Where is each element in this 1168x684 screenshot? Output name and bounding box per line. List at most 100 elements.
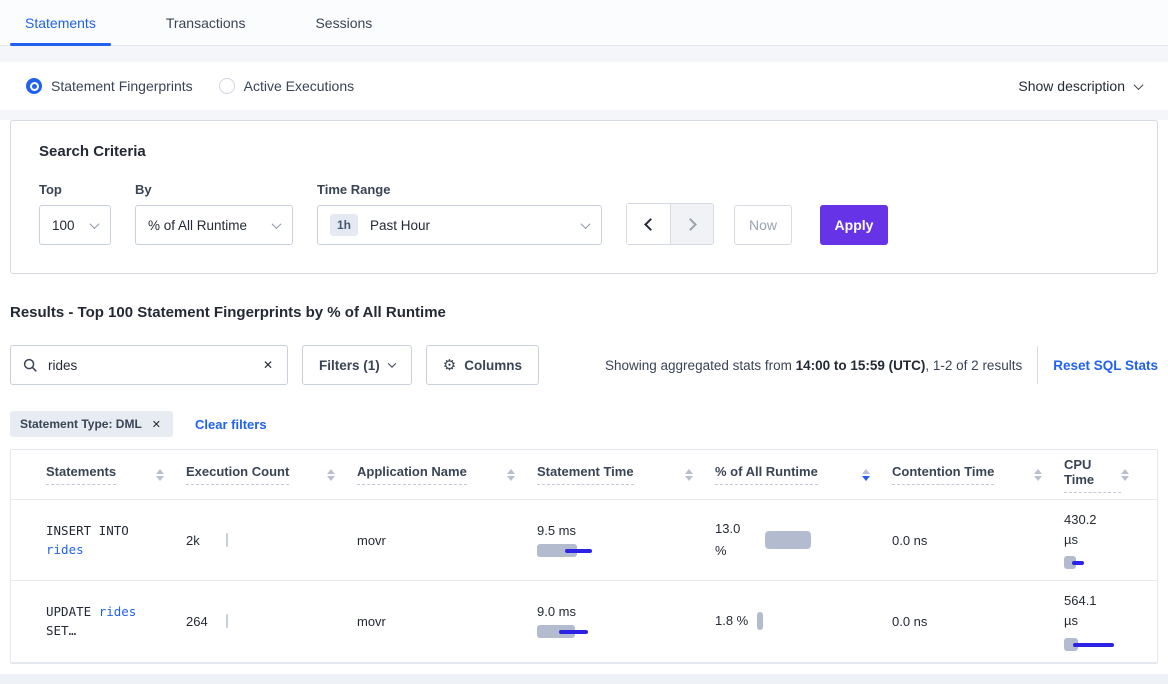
sort-icon[interactable] xyxy=(1034,468,1042,481)
tab-sessions[interactable]: Sessions xyxy=(300,0,387,45)
sort-icon-active-desc[interactable] xyxy=(862,468,870,481)
statement-fingerprint-link[interactable]: rides xyxy=(46,542,84,558)
execution-count-bar xyxy=(226,533,228,548)
radio-selected-icon xyxy=(26,78,42,94)
showing-stats-prefix: Showing aggregated stats from xyxy=(605,357,796,373)
results-controls: ✕ Filters (1) ⚙ Columns Showing aggregat… xyxy=(10,345,1158,385)
statement-search-box: ✕ xyxy=(10,345,288,385)
spacer xyxy=(0,110,1168,120)
column-header-statements[interactable]: Statements xyxy=(46,464,186,485)
table-row: INSERT INTO rides 2k movr 9.5 ms 13.0 % … xyxy=(11,500,1157,582)
sort-icon[interactable] xyxy=(507,468,515,481)
active-filters-row: Statement Type: DML ✕ Clear filters xyxy=(10,411,1158,437)
chevron-right-icon xyxy=(683,217,697,231)
top-select-value: 100 xyxy=(52,217,75,233)
show-description-toggle[interactable]: Show description xyxy=(1018,78,1144,94)
chevron-down-icon xyxy=(580,218,591,229)
time-window-arrows xyxy=(626,203,714,245)
statement-cell: UPDATE rides SET… xyxy=(46,602,162,641)
column-header-pct-all-runtime[interactable]: % of All Runtime xyxy=(715,464,892,485)
by-label: By xyxy=(135,182,152,197)
statement-time-cell: 9.5 ms xyxy=(537,523,715,558)
column-header-contention-time[interactable]: Contention Time xyxy=(892,464,1064,485)
page-bottom-strip xyxy=(0,673,1168,684)
statement-fingerprint-link[interactable]: rides xyxy=(98,604,137,620)
search-criteria-title: Search Criteria xyxy=(39,143,146,160)
time-range-label: Time Range xyxy=(317,182,391,197)
clear-filters-link[interactable]: Clear filters xyxy=(195,416,267,432)
columns-button-label: Columns xyxy=(464,357,522,373)
sort-icon[interactable] xyxy=(1121,468,1129,481)
search-criteria-card: Search Criteria Top 100 By % of All Runt… xyxy=(10,120,1158,274)
cpu-time-cell: 564.1 µs xyxy=(1064,591,1151,651)
radio-statement-fingerprints[interactable]: Statement Fingerprints xyxy=(26,78,193,94)
filter-chip-statement-type[interactable]: Statement Type: DML ✕ xyxy=(10,411,174,437)
table-header-row: Statements Execution Count Application N… xyxy=(11,450,1157,500)
spacer xyxy=(0,46,1168,62)
cpu-time-value: 430.2 µs xyxy=(1064,512,1097,548)
time-range-badge: 1h xyxy=(330,214,359,236)
time-range-select[interactable]: 1h Past Hour xyxy=(317,205,602,245)
reset-sql-stats-link[interactable]: Reset SQL Stats xyxy=(1053,357,1158,373)
statement-time-value: 9.0 ms xyxy=(537,603,577,619)
now-button[interactable]: Now xyxy=(734,205,792,245)
pct-runtime-cell: 1.8 % xyxy=(715,610,892,632)
tab-transactions[interactable]: Transactions xyxy=(151,0,261,45)
column-header-label: Execution Count xyxy=(186,464,290,485)
view-toggle-bar: Statement Fingerprints Active Executions… xyxy=(0,62,1168,110)
now-button-label: Now xyxy=(748,217,777,233)
showing-stats-range: 14:00 to 15:59 (UTC) xyxy=(795,357,926,373)
columns-button[interactable]: ⚙ Columns xyxy=(425,345,539,385)
chevron-down-icon xyxy=(387,359,397,368)
statement-time-bar xyxy=(537,543,597,558)
filters-button[interactable]: Filters (1) xyxy=(302,345,412,385)
pct-runtime-cell: 13.0 % xyxy=(715,518,892,562)
column-header-label: CPU Time xyxy=(1064,457,1121,493)
contention-time-cell: 0.0 ns xyxy=(892,532,928,548)
search-icon xyxy=(23,358,37,372)
top-label: Top xyxy=(39,182,62,197)
chevron-down-icon xyxy=(89,218,100,229)
column-header-label: Statement Time xyxy=(537,464,634,485)
by-select[interactable]: % of All Runtime xyxy=(135,205,293,245)
top-select[interactable]: 100 xyxy=(39,205,111,245)
showing-stats-suffix: , 1-2 of 2 results xyxy=(925,357,1023,373)
top-field: Top 100 xyxy=(39,182,111,245)
sort-icon[interactable] xyxy=(685,468,693,481)
search-input[interactable] xyxy=(48,357,261,373)
cpu-time-bar xyxy=(1064,556,1094,570)
sort-icon[interactable] xyxy=(327,468,335,481)
column-header-statement-time[interactable]: Statement Time xyxy=(537,464,715,485)
tab-sessions-label: Sessions xyxy=(315,14,373,31)
radio-active-executions[interactable]: Active Executions xyxy=(218,78,355,94)
next-time-window-button[interactable] xyxy=(670,204,713,244)
results-heading: Results - Top 100 Statement Fingerprints… xyxy=(10,304,446,321)
apply-button-label: Apply xyxy=(834,217,874,233)
execution-count-cell: 264 xyxy=(186,614,357,629)
previous-time-window-button[interactable] xyxy=(627,204,670,244)
execution-count-value: 2k xyxy=(186,532,200,548)
sort-icon[interactable] xyxy=(156,468,164,481)
spacer xyxy=(0,663,1168,674)
column-header-label: Application Name xyxy=(357,464,467,485)
statement-time-bar xyxy=(537,624,597,639)
statement-text: INSERT INTO xyxy=(46,522,137,538)
execution-count-cell: 2k xyxy=(186,533,357,548)
by-field: By % of All Runtime xyxy=(135,182,293,245)
execution-count-bar xyxy=(226,614,228,629)
clear-search-icon[interactable]: ✕ xyxy=(262,358,273,372)
statement-text: UPDATE xyxy=(46,604,99,620)
column-header-application-name[interactable]: Application Name xyxy=(357,464,537,485)
remove-filter-icon[interactable]: ✕ xyxy=(151,417,162,431)
radio-active-executions-label: Active Executions xyxy=(243,78,355,94)
column-header-cpu-time[interactable]: CPU Time xyxy=(1064,457,1151,493)
radio-statement-fingerprints-label: Statement Fingerprints xyxy=(51,78,193,94)
pct-runtime-value: 13.0 % xyxy=(715,521,741,559)
showing-stats-text: Showing aggregated stats from 14:00 to 1… xyxy=(605,358,1022,373)
tab-statements[interactable]: Statements xyxy=(10,0,111,46)
column-header-execution-count[interactable]: Execution Count xyxy=(186,464,357,485)
statement-cell: INSERT INTO rides xyxy=(46,521,162,560)
apply-button[interactable]: Apply xyxy=(820,205,888,245)
filters-button-label: Filters (1) xyxy=(319,357,380,373)
pct-runtime-bar xyxy=(765,531,811,550)
